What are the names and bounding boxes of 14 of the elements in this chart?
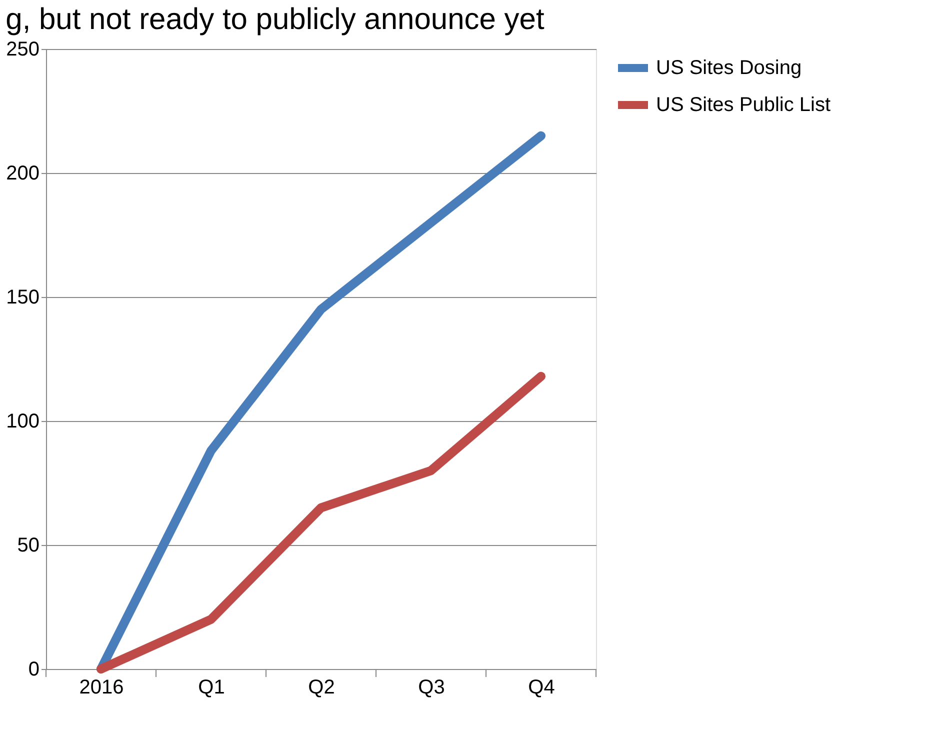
y-tick-label: 200: [6, 162, 40, 184]
legend-label: US Sites Public List: [656, 94, 831, 116]
chart-title: g, but not ready to publicly announce yet: [6, 3, 545, 36]
x-tick-label: Q2: [308, 676, 335, 698]
y-tick-label: 150: [6, 286, 40, 308]
x-tick-label: Q1: [198, 676, 225, 698]
y-tick-label: 0: [28, 658, 40, 680]
x-tick-label: 2016: [79, 676, 124, 698]
x-tick-label: Q3: [418, 676, 445, 698]
x-tick-label: Q4: [528, 676, 555, 698]
y-tick-label: 250: [6, 38, 40, 60]
y-tick-label: 50: [17, 534, 40, 556]
y-tick-label: 100: [6, 410, 40, 432]
legend-label: US Sites Dosing: [656, 57, 802, 79]
